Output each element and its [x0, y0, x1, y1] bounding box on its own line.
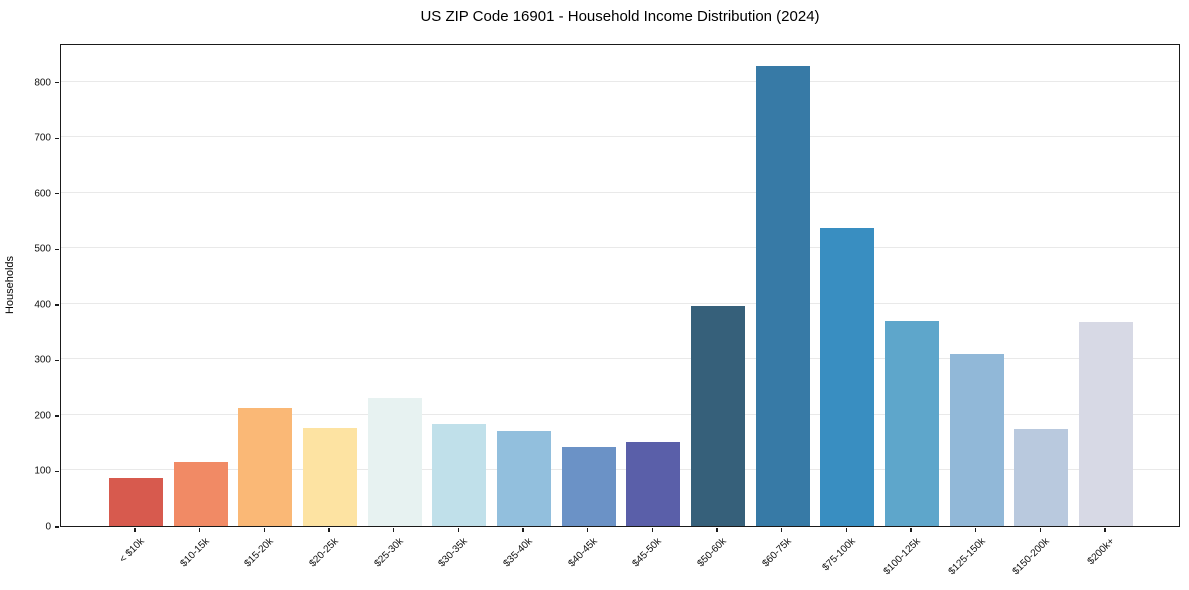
x-tick-label: $75-100k	[820, 536, 859, 574]
x-tick-mark	[781, 528, 783, 532]
x-tick-label: $125-150k	[946, 536, 988, 578]
bar-125-150k	[949, 353, 1004, 526]
x-tick-label: $35-40k	[501, 536, 535, 570]
gridline-y-500	[61, 247, 1179, 249]
x-tick-label: $15-20k	[242, 536, 277, 570]
bar-45-50k	[626, 442, 681, 526]
bar-20-25k	[303, 428, 357, 526]
y-tick-mark	[55, 526, 59, 528]
bar-25-30k	[367, 398, 422, 526]
gridline-y-300	[61, 358, 1179, 360]
y-tick-label: 700	[34, 132, 51, 144]
y-tick-mark	[55, 470, 59, 473]
x-tick-mark	[651, 528, 653, 532]
bar-150-200k	[1014, 428, 1069, 526]
x-tick-label: < $10k	[117, 536, 147, 566]
gridline-y-700	[61, 136, 1179, 138]
x-tick-mark	[393, 528, 395, 532]
x-tick-label: $50-60k	[695, 536, 729, 570]
plot-area	[60, 44, 1180, 527]
y-tick-label: 100	[34, 465, 51, 477]
bar-30-35k	[432, 423, 487, 526]
x-tick-label: $25-30k	[372, 536, 406, 570]
y-tick-label: 600	[34, 188, 51, 200]
y-tick-mark	[55, 304, 59, 306]
bar-10-15k	[173, 461, 228, 526]
bar-60-75k	[755, 66, 810, 526]
bar-100-125k	[885, 320, 939, 526]
y-tick-mark	[55, 137, 59, 139]
y-tick-mark	[55, 248, 59, 250]
bar-200k	[1079, 322, 1133, 526]
y-tick-mark	[55, 193, 59, 195]
y-tick-label: 400	[34, 299, 51, 311]
x-tick-label: $30-35k	[436, 536, 471, 570]
x-tick-mark	[199, 528, 201, 532]
x-tick-label: $20-25k	[307, 536, 341, 570]
y-tick-label: 200	[34, 410, 51, 422]
bar-15-20k	[238, 408, 293, 526]
x-tick-mark	[328, 528, 330, 532]
x-tick-mark	[457, 528, 459, 532]
x-tick-label: $200k+	[1085, 536, 1117, 568]
x-tick-mark	[587, 528, 589, 532]
x-tick-label: $100-125k	[881, 536, 923, 578]
x-tick-mark	[263, 528, 265, 532]
bar-75-100k	[820, 227, 875, 526]
bar-40-45k	[561, 446, 616, 526]
y-tick-mark	[55, 82, 59, 84]
x-tick-mark	[845, 528, 847, 532]
bar-10k	[109, 477, 163, 526]
gridline-y-200	[61, 413, 1179, 415]
y-tick-mark	[55, 359, 59, 362]
gridline-y-100	[61, 469, 1179, 471]
x-tick-mark	[134, 528, 136, 532]
x-tick-mark	[522, 528, 524, 532]
x-tick-label: $10-15k	[178, 536, 212, 570]
chart-title: US ZIP Code 16901 - Household Income Dis…	[420, 8, 820, 25]
y-tick-mark	[55, 415, 59, 417]
x-tick-label: $150-200k	[1010, 536, 1053, 578]
x-tick-mark	[1104, 528, 1106, 532]
x-tick-mark	[910, 528, 912, 532]
x-tick-mark	[1039, 528, 1041, 532]
bar-50-60k	[691, 305, 745, 526]
gridline-y-400	[61, 302, 1179, 304]
x-tick-mark	[716, 528, 718, 532]
y-tick-label: 300	[34, 354, 51, 366]
y-tick-label: 0	[45, 521, 51, 533]
x-tick-mark	[975, 528, 977, 532]
y-tick-label: 800	[34, 77, 51, 89]
x-tick-label: $45-50k	[630, 536, 665, 570]
y-tick-label: 500	[34, 243, 51, 255]
gridline-y-800	[61, 80, 1179, 82]
x-tick-label: $60-75k	[760, 536, 794, 570]
gridline-y-600	[61, 191, 1179, 193]
bar-35-40k	[497, 431, 551, 526]
x-tick-label: $40-45k	[566, 536, 600, 570]
